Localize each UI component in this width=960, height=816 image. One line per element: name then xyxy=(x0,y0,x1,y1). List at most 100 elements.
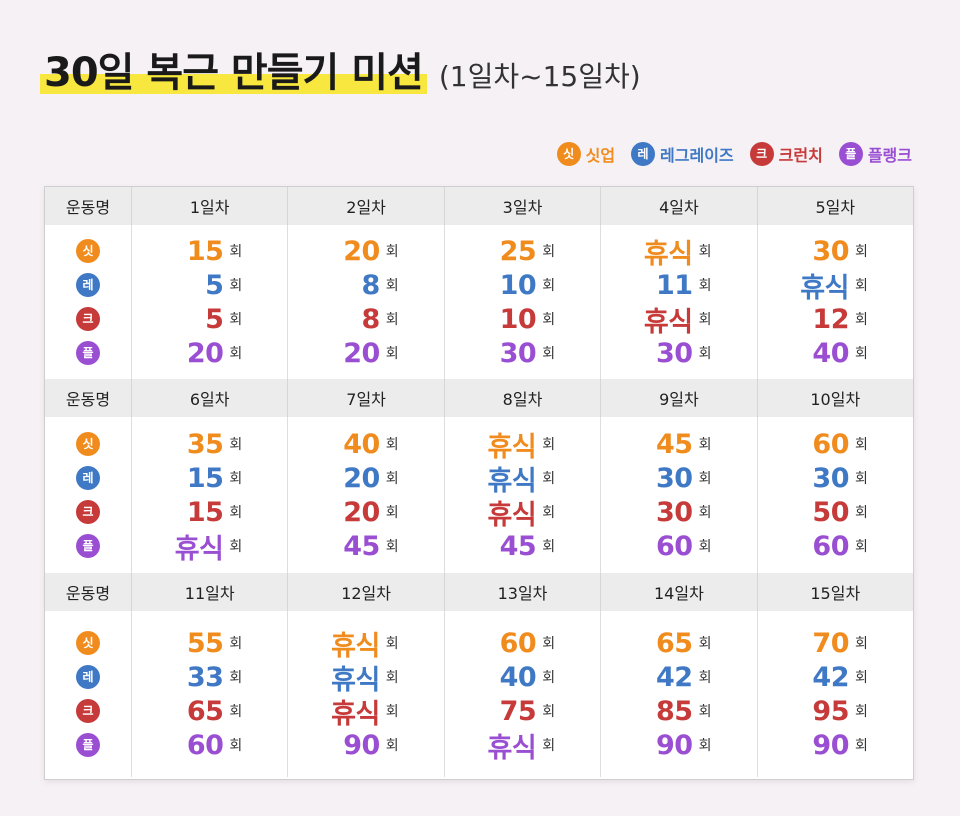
rep-line: 20 회 xyxy=(132,336,287,370)
rep-line: 90 회 xyxy=(601,728,756,762)
rep-unit: 회 xyxy=(698,471,712,487)
rep-unit: 회 xyxy=(542,738,556,754)
legraise-badge-icon: 레 xyxy=(76,466,100,490)
rep-unit: 회 xyxy=(385,471,399,487)
legend-label: 플랭크 xyxy=(867,146,912,165)
exercise-row-icon: 플 xyxy=(76,529,100,563)
day-cell: 35 회 15 회 15 회 휴식 회 xyxy=(131,417,287,573)
rep-unit: 회 xyxy=(542,312,556,328)
rep-unit: 회 xyxy=(229,278,243,294)
rep-unit: 회 xyxy=(698,505,712,521)
day-cell: 25 회 10 회 10 회 30 회 xyxy=(443,225,600,379)
rep-line: 휴식 회 xyxy=(445,728,600,764)
rep-line: 20 회 xyxy=(288,234,443,268)
rep-line: 휴식 회 xyxy=(601,234,756,270)
rep-unit: 회 xyxy=(698,437,712,453)
page-subtitle: (1일차~15일차) xyxy=(438,60,641,93)
rep-line: 42 회 xyxy=(758,660,913,694)
rep-unit: 회 xyxy=(385,704,399,720)
day-cell: 15 회 5 회 5 회 20 회 xyxy=(131,225,287,379)
rep-line: 40 회 xyxy=(758,336,913,370)
legraise-reps: 30 xyxy=(656,462,693,494)
legraise-reps: 휴식 xyxy=(800,272,849,304)
situp-reps: 70 xyxy=(812,627,849,659)
rep-line: 20 회 xyxy=(288,336,443,370)
legraise-reps: 15 xyxy=(186,462,224,494)
rep-unit: 회 xyxy=(698,704,712,720)
situp-reps: 휴식 xyxy=(487,431,537,463)
rep-unit: 회 xyxy=(698,670,712,686)
page-title: 30일 복근 만들기 미션 xyxy=(40,40,427,98)
rep-line: 15 회 xyxy=(132,495,287,529)
legend-item-plank: 플 플랭크 xyxy=(838,142,912,166)
day-header: 12일차 xyxy=(287,573,444,611)
rep-line: 42 회 xyxy=(601,660,756,694)
rep-line: 15 회 xyxy=(132,461,287,495)
rep-unit: 회 xyxy=(229,312,243,328)
rep-line: 60 회 xyxy=(758,427,913,461)
rep-unit: 회 xyxy=(698,738,712,754)
rep-line: 30 회 xyxy=(758,461,913,495)
situp-reps: 20 xyxy=(343,235,380,267)
exercise-header: 운동명 xyxy=(45,573,131,611)
rep-line: 55 회 xyxy=(132,626,287,660)
rep-unit: 회 xyxy=(854,636,868,652)
exercise-header: 운동명 xyxy=(45,187,131,225)
legraise-badge-icon: 레 xyxy=(76,665,100,689)
rep-line: 95 회 xyxy=(758,694,913,728)
crunch-reps: 휴식 xyxy=(331,698,380,730)
legraise-reps: 33 xyxy=(186,661,224,693)
rep-unit: 회 xyxy=(229,670,243,686)
situp-reps: 45 xyxy=(656,428,693,460)
rep-line: 15 회 xyxy=(132,234,287,268)
day-cell: 60 회 40 회 75 회 휴식 회 xyxy=(443,611,600,777)
rep-line: 70 회 xyxy=(758,626,913,660)
legraise-reps: 8 xyxy=(361,269,381,301)
rep-line: 11 회 xyxy=(601,268,756,302)
situp-reps: 40 xyxy=(343,428,380,460)
exercise-row-icon: 플 xyxy=(76,336,100,370)
rep-unit: 회 xyxy=(229,539,243,555)
day-cell: 휴식 회 휴식 회 휴식 회 90 회 xyxy=(287,611,443,777)
exercise-row-icon: 레 xyxy=(76,461,100,495)
plank-reps: 30 xyxy=(499,337,537,369)
day-cell: 45 회 30 회 30 회 60 회 xyxy=(600,417,756,573)
rep-unit: 회 xyxy=(385,636,399,652)
rep-line: 85 회 xyxy=(601,694,756,728)
plank-badge-icon: 플 xyxy=(76,534,100,558)
day-cell: 65 회 42 회 85 회 90 회 xyxy=(600,611,756,777)
rep-unit: 회 xyxy=(385,437,399,453)
rep-line: 50 회 xyxy=(758,495,913,529)
rep-unit: 회 xyxy=(698,244,712,260)
exercise-row-icon: 크 xyxy=(76,495,100,529)
situp-badge-icon: 싯 xyxy=(76,239,100,263)
situp-reps: 35 xyxy=(186,428,224,460)
rep-unit: 회 xyxy=(854,539,868,555)
rep-unit: 회 xyxy=(542,437,556,453)
rep-unit: 회 xyxy=(229,636,243,652)
rep-unit: 회 xyxy=(542,670,556,686)
exercise-row-icon: 싯 xyxy=(76,427,100,461)
plank-reps: 60 xyxy=(186,729,224,761)
rep-line: 35 회 xyxy=(132,427,287,461)
crunch-badge-icon: 크 xyxy=(76,500,100,524)
legraise-reps: 5 xyxy=(205,269,224,301)
exercise-row-icon: 싯 xyxy=(76,626,100,660)
rep-unit: 회 xyxy=(542,278,556,294)
day-header: 14일차 xyxy=(600,573,757,611)
rep-unit: 회 xyxy=(229,346,243,362)
plank-reps: 90 xyxy=(812,729,849,761)
legraise-reps: 휴식 xyxy=(331,664,380,696)
rep-unit: 회 xyxy=(542,471,556,487)
rep-unit: 회 xyxy=(854,471,868,487)
rep-line: 65 회 xyxy=(132,694,287,728)
legraise-badge-icon: 레 xyxy=(631,142,656,166)
rep-line: 33 회 xyxy=(132,660,287,694)
rep-line: 60 회 xyxy=(758,529,913,563)
rep-unit: 회 xyxy=(229,738,243,754)
rep-line: 10 회 xyxy=(445,302,600,336)
rep-line: 90 회 xyxy=(288,728,443,762)
crunch-reps: 50 xyxy=(812,496,849,528)
